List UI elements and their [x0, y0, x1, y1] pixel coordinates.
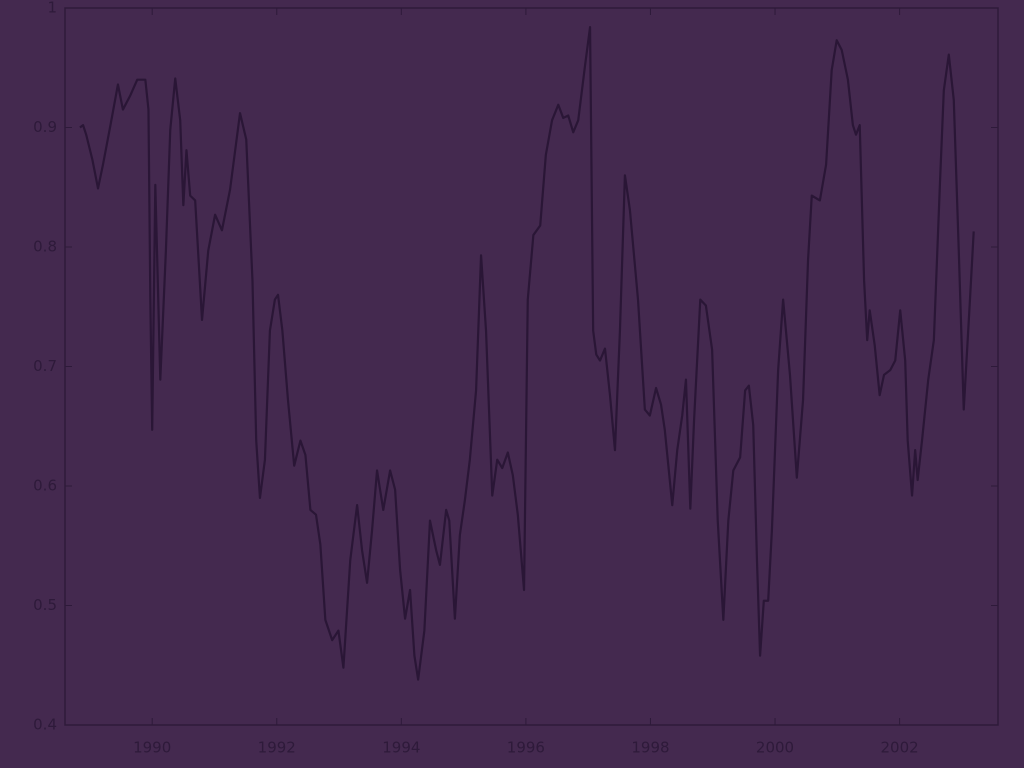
y-tick-label: 0.6 — [33, 477, 57, 495]
y-tick-label: 0.4 — [33, 716, 57, 734]
x-tick-label: 1992 — [258, 739, 296, 757]
x-tick-label: 1994 — [382, 739, 420, 757]
data-line — [79, 26, 975, 681]
x-tick-label: 2002 — [880, 739, 918, 757]
y-tick-label: 0.7 — [33, 357, 57, 375]
x-tick-label: 1990 — [133, 739, 171, 757]
x-tick-label: 2000 — [756, 739, 794, 757]
x-tick-label: 1996 — [507, 739, 545, 757]
y-tick-label: 0.9 — [33, 118, 57, 136]
y-tick-label: 1 — [47, 0, 57, 17]
x-tick-label: 1998 — [631, 739, 669, 757]
y-tick-label: 0.5 — [33, 596, 57, 614]
y-tick-label: 0.8 — [33, 238, 57, 256]
